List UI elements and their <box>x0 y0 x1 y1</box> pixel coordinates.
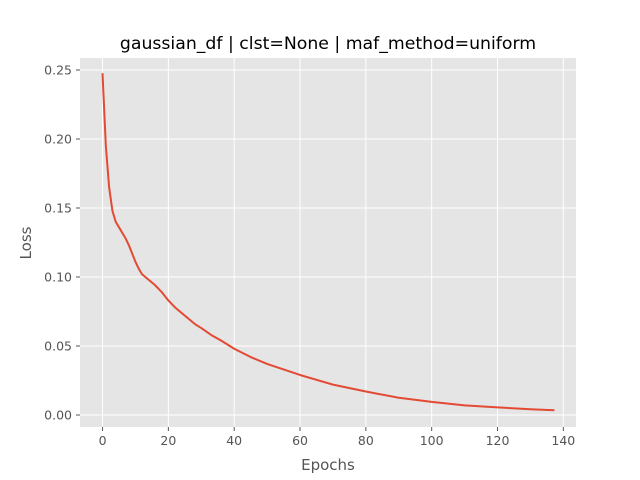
y-tick-label: 0.00 <box>44 407 72 422</box>
x-tick-label: 120 <box>486 433 510 448</box>
y-tick-label: 0.25 <box>44 63 72 78</box>
y-tick-label: 0.20 <box>44 132 72 147</box>
plot-background <box>80 58 576 427</box>
x-tick-label: 80 <box>358 433 374 448</box>
x-tick-label: 0 <box>99 433 107 448</box>
x-tick-label: 100 <box>420 433 444 448</box>
chart-title: gaussian_df | clst=None | maf_method=uni… <box>120 34 536 54</box>
tick-labels: 0 20 40 60 80 100 120 140 0.00 0.05 0.10 0.15 0.20 0.… <box>44 63 575 448</box>
y-tick-label: 0.15 <box>44 201 72 216</box>
x-tick-label: 60 <box>292 433 308 448</box>
y-tick-label: 0.10 <box>44 269 72 284</box>
y-axis-label: Loss <box>17 226 35 259</box>
x-tick-label: 40 <box>226 433 242 448</box>
tick-marks <box>76 69 564 431</box>
loss-series-line <box>101 73 555 412</box>
series-layer <box>101 73 555 412</box>
y-tick-label: 0.05 <box>44 338 72 353</box>
x-tick-label: 140 <box>551 433 575 448</box>
x-tick-label: 20 <box>160 433 176 448</box>
x-axis-label: Epochs <box>301 456 355 474</box>
grid-lines <box>80 58 576 427</box>
